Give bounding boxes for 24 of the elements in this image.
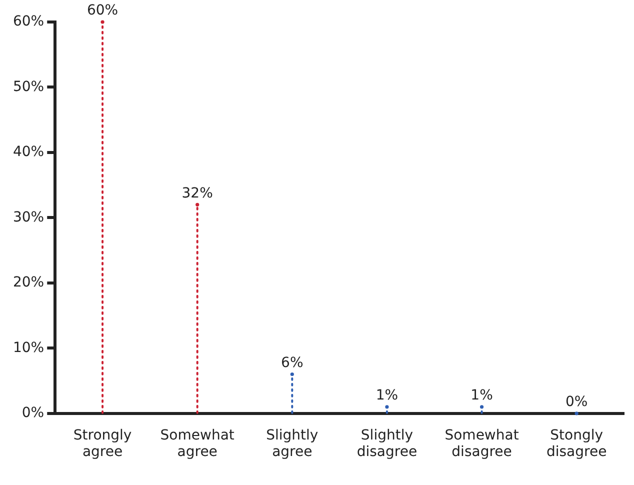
point bbox=[385, 405, 389, 409]
point bbox=[290, 372, 294, 376]
data-label: 60% bbox=[86, 2, 118, 19]
x-tick-label: Stongly disagree bbox=[546, 427, 607, 460]
x-tick-label: Slightly disagree bbox=[356, 427, 418, 460]
point bbox=[480, 405, 484, 409]
data-label: 1% bbox=[376, 388, 398, 404]
data-label: 6% bbox=[281, 354, 304, 371]
y-tick-label: 60% bbox=[12, 14, 44, 30]
y-tick-label: 50% bbox=[12, 78, 44, 95]
x-tick-label: Slightly agree bbox=[266, 427, 318, 460]
y-tick-label: 10% bbox=[12, 340, 44, 356]
y-tick-label: 20% bbox=[12, 274, 44, 291]
y-tick-label: 30% bbox=[12, 209, 44, 226]
point bbox=[100, 20, 104, 24]
data-label: 1% bbox=[470, 388, 493, 404]
y-tick-label: 0% bbox=[22, 405, 44, 422]
y-tick-label: 40% bbox=[12, 144, 44, 160]
point bbox=[196, 202, 200, 206]
x-tick-label: Strongly agree bbox=[73, 427, 132, 460]
x-tick-label: Somewhat disagree bbox=[444, 427, 520, 460]
x-tick-label: Somewhat agree bbox=[160, 427, 235, 460]
data-label: 32% bbox=[182, 185, 213, 202]
data-label: 0% bbox=[565, 394, 588, 410]
